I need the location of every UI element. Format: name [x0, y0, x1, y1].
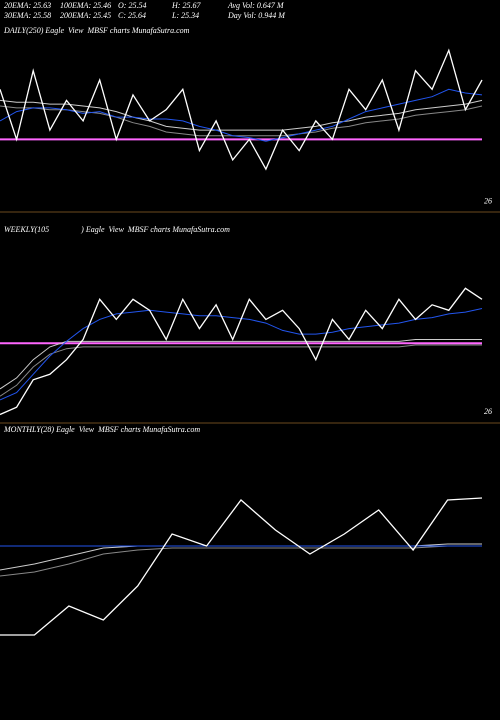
- price-line: [0, 99, 483, 131]
- price-line: [0, 545, 482, 577]
- panel-title: WEEKLY(105 ) Eagle View MBSF charts Muna…: [4, 225, 230, 234]
- header-stat: 20EMA: 25.63: [4, 1, 51, 10]
- panel-title: DAILY(250) Eagle View MBSF charts Munafa…: [3, 26, 190, 35]
- header-stat: 200EMA: 25.45: [60, 11, 111, 20]
- price-line: [0, 339, 482, 390]
- price-line: [0, 48, 483, 171]
- header-stat: Avg Vol: 0.647 M: [227, 1, 285, 10]
- header-stat: 100EMA: 25.46: [60, 1, 111, 10]
- header-stat: H: 25.67: [171, 1, 201, 10]
- price-line: [0, 287, 483, 416]
- price-line: [0, 105, 483, 137]
- price-line: [0, 344, 482, 397]
- price-line: [0, 308, 483, 401]
- header-stat: Day Vol: 0.944 M: [227, 11, 286, 20]
- header-stat: O: 25.54: [118, 1, 146, 10]
- price-line: [0, 497, 483, 636]
- header-stat: 30EMA: 25.58: [3, 11, 51, 20]
- header-stat: C: 25.64: [118, 11, 146, 20]
- header-stat: L: 25.34: [171, 11, 199, 20]
- price-line: [0, 88, 483, 142]
- y-tick-label: 26: [484, 197, 492, 206]
- panel-title: MONTHLY(28) Eagle View MBSF charts Munaf…: [3, 425, 200, 434]
- y-tick-label: 26: [484, 407, 492, 416]
